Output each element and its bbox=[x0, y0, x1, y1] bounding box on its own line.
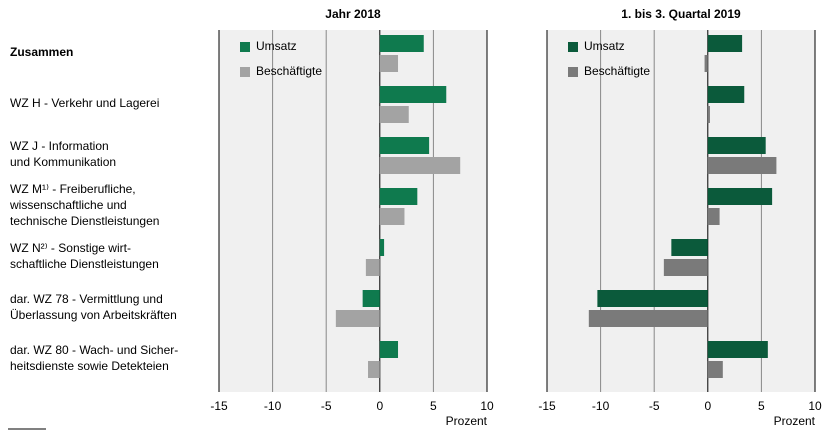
bar bbox=[597, 290, 708, 307]
bar bbox=[379, 208, 405, 225]
category-label: dar. WZ 80 - Wach- und Sicher- bbox=[10, 343, 178, 357]
category-label: WZ N²⁾ - Sonstige wirt- bbox=[10, 241, 131, 255]
legend-label: Beschäftigte bbox=[256, 64, 322, 78]
bar bbox=[707, 86, 745, 103]
legend-label: Umsatz bbox=[256, 39, 297, 53]
x-tick-label: -10 bbox=[592, 399, 610, 413]
x-axis-label: Prozent bbox=[446, 414, 488, 428]
legend-label: Umsatz bbox=[584, 39, 625, 53]
bar bbox=[362, 290, 380, 307]
panel-title: 1. bis 3. Quartal 2019 bbox=[621, 7, 741, 21]
category-label: WZ J - Information bbox=[10, 139, 109, 153]
bar bbox=[707, 137, 766, 154]
bar bbox=[707, 208, 720, 225]
category-label: WZ H - Verkehr und Lagerei bbox=[10, 96, 159, 110]
bar bbox=[707, 361, 723, 378]
bar bbox=[707, 341, 768, 358]
bar bbox=[379, 86, 447, 103]
category-label: dar. WZ 78 - Vermittlung und bbox=[10, 292, 163, 306]
category-label: heitsdienste sowie Detekteien bbox=[10, 359, 169, 373]
bar bbox=[379, 157, 461, 174]
x-tick-label: 10 bbox=[808, 399, 822, 413]
legend-swatch bbox=[240, 42, 250, 52]
category-label: Überlassung von Arbeitskräften bbox=[10, 308, 177, 322]
x-tick-label: 0 bbox=[704, 399, 711, 413]
bar bbox=[365, 259, 380, 276]
legend-swatch bbox=[568, 67, 578, 77]
x-tick-label: -10 bbox=[264, 399, 282, 413]
legend-label: Beschäftigte bbox=[584, 64, 650, 78]
x-tick-label: -5 bbox=[649, 399, 660, 413]
panel-title: Jahr 2018 bbox=[325, 7, 381, 21]
x-tick-label: 5 bbox=[430, 399, 437, 413]
bar bbox=[704, 55, 708, 72]
bar bbox=[379, 106, 409, 123]
bar bbox=[379, 239, 385, 256]
category-label: wissenschaftliche und bbox=[9, 198, 127, 212]
x-tick-label: 5 bbox=[758, 399, 765, 413]
bar bbox=[707, 188, 773, 205]
x-tick-label: 0 bbox=[376, 399, 383, 413]
category-label: und Kommunikation bbox=[10, 155, 116, 169]
plot-background bbox=[219, 30, 487, 392]
x-axis-label: Prozent bbox=[774, 414, 816, 428]
plot-background bbox=[547, 30, 815, 392]
bar bbox=[588, 310, 708, 327]
category-label: technische Dienstleistungen bbox=[10, 214, 159, 228]
bar bbox=[671, 239, 708, 256]
x-tick-label: -15 bbox=[210, 399, 228, 413]
legend-swatch bbox=[240, 67, 250, 77]
bar bbox=[379, 137, 430, 154]
bar bbox=[663, 259, 708, 276]
bar bbox=[379, 55, 399, 72]
bar bbox=[368, 361, 380, 378]
category-label: WZ M¹⁾ - Freiberufliche, bbox=[10, 182, 136, 196]
x-tick-label: 10 bbox=[480, 399, 494, 413]
bar bbox=[379, 188, 418, 205]
bar bbox=[379, 35, 424, 52]
legend-swatch bbox=[568, 42, 578, 52]
bar bbox=[707, 157, 777, 174]
category-label: Zusammen bbox=[10, 45, 73, 59]
bar bbox=[335, 310, 380, 327]
category-label: schaftliche Dienstleistungen bbox=[10, 257, 159, 271]
bar bbox=[707, 106, 710, 123]
bar bbox=[707, 35, 743, 52]
bar bbox=[379, 341, 399, 358]
x-tick-label: -15 bbox=[538, 399, 556, 413]
x-tick-label: -5 bbox=[321, 399, 332, 413]
